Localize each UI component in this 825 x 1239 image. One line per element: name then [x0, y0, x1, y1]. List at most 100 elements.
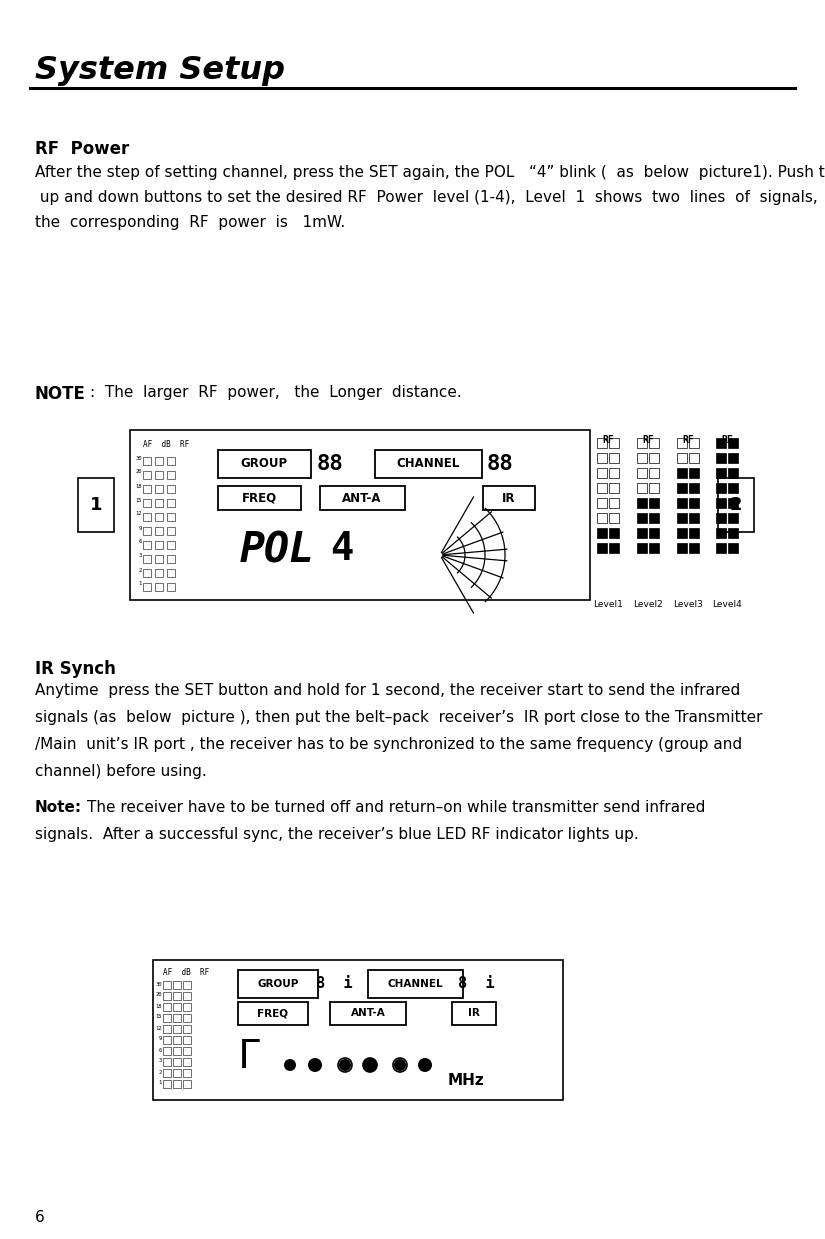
Text: RF: RF [682, 435, 694, 445]
Text: FREQ: FREQ [242, 492, 276, 504]
Bar [173, 1080, 181, 1088]
Bar [728, 439, 738, 449]
Bar [218, 450, 311, 478]
Text: 2: 2 [730, 496, 742, 514]
Bar [155, 555, 163, 563]
Bar [689, 453, 699, 463]
Bar [716, 439, 726, 449]
Bar [637, 543, 647, 553]
Text: channel) before using.: channel) before using. [35, 764, 207, 779]
Text: 2: 2 [158, 1069, 162, 1074]
Bar [173, 1036, 181, 1044]
Text: 6: 6 [35, 1211, 45, 1225]
Text: CHANNEL: CHANNEL [396, 457, 460, 471]
Circle shape [284, 1059, 296, 1070]
Text: IR: IR [468, 1009, 480, 1018]
Text: NOTE: NOTE [35, 385, 86, 403]
Bar [173, 1058, 181, 1066]
Text: MHz: MHz [448, 1073, 485, 1088]
Text: ANT-A: ANT-A [342, 492, 382, 504]
Text: 9: 9 [158, 1037, 162, 1042]
Bar [183, 1025, 191, 1033]
Text: 6: 6 [139, 539, 142, 544]
Bar [238, 1002, 308, 1025]
Bar [637, 453, 647, 463]
Bar [728, 453, 738, 463]
Text: Note:: Note: [35, 800, 82, 815]
Bar [167, 584, 175, 591]
Text: The receiver have to be turned off and return–on while transmitter send infrared: The receiver have to be turned off and r… [87, 800, 705, 815]
Bar [163, 1036, 171, 1044]
Text: RF  Power: RF Power [35, 140, 130, 159]
Text: ANT-A: ANT-A [351, 1009, 385, 1018]
Bar [597, 513, 607, 523]
Bar [163, 1069, 171, 1077]
Text: GROUP: GROUP [257, 979, 299, 989]
Bar [163, 1058, 171, 1066]
Bar [716, 543, 726, 553]
Bar [183, 1080, 191, 1088]
Text: 2: 2 [139, 567, 142, 572]
Text: 8  i: 8 i [458, 976, 494, 991]
Bar [597, 543, 607, 553]
Bar [637, 468, 647, 478]
Bar [677, 468, 687, 478]
Bar [130, 430, 590, 600]
Text: 20: 20 [155, 992, 162, 997]
Bar [143, 584, 151, 591]
Bar [163, 992, 171, 1000]
Text: System Setup: System Setup [35, 55, 285, 85]
Text: 15: 15 [135, 498, 142, 503]
Bar [368, 970, 463, 997]
Text: IR: IR [502, 492, 516, 504]
Text: 30: 30 [155, 981, 162, 986]
Bar [143, 541, 151, 549]
Bar [609, 483, 619, 493]
Bar [238, 970, 318, 997]
Bar [597, 468, 607, 478]
Text: After the step of setting channel, press the SET again, the POL   “4” blink (  a: After the step of setting channel, press… [35, 165, 825, 180]
Bar [728, 528, 738, 538]
Text: Anytime  press the SET button and hold for 1 second, the receiver start to send : Anytime press the SET button and hold fo… [35, 683, 740, 698]
Bar [609, 543, 619, 553]
Text: AF  dB  RF: AF dB RF [163, 968, 210, 978]
Bar [597, 439, 607, 449]
Bar [218, 486, 301, 510]
Bar [173, 981, 181, 989]
Bar [375, 450, 482, 478]
Text: up and down buttons to set the desired RF  Power  level (1-4),  Level  1  shows : up and down buttons to set the desired R… [35, 190, 818, 204]
Bar [716, 528, 726, 538]
Bar [689, 483, 699, 493]
Bar [597, 498, 607, 508]
Bar [155, 527, 163, 535]
Bar [677, 483, 687, 493]
Bar [677, 439, 687, 449]
Bar [677, 498, 687, 508]
Bar [155, 541, 163, 549]
Text: GROUP: GROUP [240, 457, 288, 471]
Bar [609, 498, 619, 508]
Bar [143, 457, 151, 465]
Text: 12: 12 [135, 512, 142, 517]
Text: 18: 18 [135, 483, 142, 488]
Bar [728, 498, 738, 508]
Bar [716, 483, 726, 493]
Bar [163, 1014, 171, 1022]
Bar [689, 543, 699, 553]
Bar [167, 513, 175, 522]
Circle shape [308, 1058, 322, 1072]
Bar [183, 1058, 191, 1066]
Bar [483, 486, 535, 510]
Bar [649, 468, 659, 478]
Bar [167, 499, 175, 507]
Bar [637, 513, 647, 523]
Text: 8  i: 8 i [316, 976, 352, 991]
Text: RF: RF [602, 435, 614, 445]
Bar [320, 486, 405, 510]
Bar [716, 468, 726, 478]
Text: signals (as  below  picture ), then put the belt–pack  receiver’s  IR port close: signals (as below picture ), then put th… [35, 710, 762, 725]
Bar [649, 498, 659, 508]
Bar [689, 528, 699, 538]
Bar [689, 513, 699, 523]
Bar [183, 992, 191, 1000]
